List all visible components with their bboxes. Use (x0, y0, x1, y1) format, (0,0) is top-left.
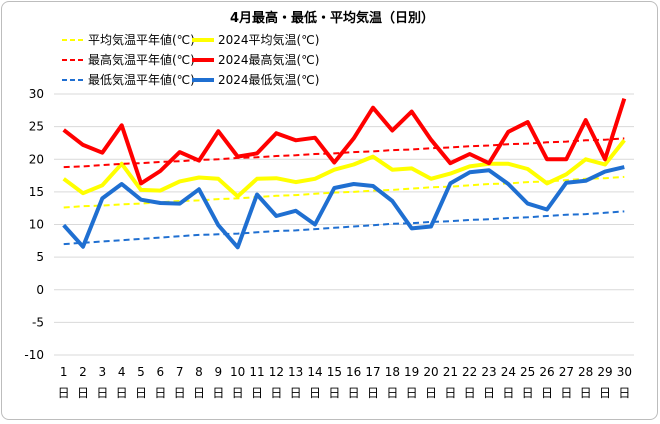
x-tick-label: 19 (404, 365, 419, 379)
x-tick-suffix: 日 (522, 386, 534, 400)
x-tick-label: 27 (559, 365, 574, 379)
x-tick-label: 28 (578, 365, 593, 379)
x-tick-label: 24 (501, 365, 516, 379)
series-line-4 (63, 210, 625, 246)
x-tick-label: 7 (176, 365, 184, 379)
x-tick-suffix: 日 (580, 386, 592, 400)
x-tick-label: 20 (423, 365, 438, 379)
x-tick-label: 5 (137, 365, 145, 379)
x-tick-suffix: 日 (77, 386, 89, 400)
x-tick-label: 1 (60, 365, 68, 379)
x-tick-label: 29 (597, 365, 612, 379)
legend: 平均気温平年値(℃) 2024平均気温(℃) 最高気温平年値(℃) 2024最高気温(… (62, 32, 319, 87)
x-tick-label: 12 (269, 365, 284, 379)
x-tick-suffix: 日 (116, 386, 128, 400)
x-tick-suffix: 日 (348, 386, 360, 400)
x-tick-suffix: 日 (290, 386, 302, 400)
legend-label: 2024最高気温(℃) (218, 52, 319, 67)
x-tick-label: 25 (520, 365, 535, 379)
y-tick-label: 25 (29, 120, 44, 134)
x-tick-suffix: 日 (328, 386, 340, 400)
y-tick-label: -5 (32, 315, 44, 329)
x-tick-label: 16 (346, 365, 361, 379)
x-tick-label: 2 (79, 365, 87, 379)
x-tick-label: 30 (617, 365, 632, 379)
x-tick-label: 15 (327, 365, 342, 379)
legend-label: 最低気温平年値(℃) (88, 72, 195, 87)
x-tick-suffix: 日 (541, 386, 553, 400)
x-tick-suffix: 日 (58, 386, 70, 400)
x-tick-label: 26 (539, 365, 554, 379)
x-tick-label: 23 (481, 365, 496, 379)
x-tick-suffix: 日 (193, 386, 205, 400)
x-tick-suffix: 日 (232, 386, 244, 400)
x-tick-label: 10 (230, 365, 245, 379)
y-tick-label: 15 (29, 185, 44, 199)
series-line-1 (62, 139, 626, 199)
x-tick-suffix: 日 (386, 386, 398, 400)
x-tick-label: 14 (307, 365, 322, 379)
y-tick-label: 0 (36, 283, 44, 297)
x-tick-suffix: 日 (502, 386, 514, 400)
x-tick-suffix: 日 (367, 386, 379, 400)
legend-label: 平均気温平年値(℃) (88, 32, 195, 47)
x-tick-label: 4 (118, 365, 126, 379)
x-tick-suffix: 日 (96, 386, 108, 400)
x-tick-suffix: 日 (309, 386, 321, 400)
legend-label: 2024平均気温(℃) (218, 32, 319, 47)
series-line-3 (62, 97, 627, 186)
x-axis-ticks: 1日2日3日4日5日6日7日8日9日10日11日12日13日14日15日16日1… (58, 365, 632, 400)
x-tick-suffix: 日 (154, 386, 166, 400)
x-tick-label: 18 (385, 365, 400, 379)
x-tick-suffix: 日 (212, 386, 224, 400)
y-tick-label: 5 (36, 250, 44, 264)
x-tick-suffix: 日 (135, 386, 147, 400)
x-tick-suffix: 日 (560, 386, 572, 400)
x-tick-suffix: 日 (174, 386, 186, 400)
x-tick-label: 9 (215, 365, 223, 379)
chart-title: 4月最高・最低・平均気温（日別） (230, 10, 434, 26)
x-tick-label: 17 (365, 365, 380, 379)
x-tick-suffix: 日 (406, 386, 418, 400)
x-tick-suffix: 日 (464, 386, 476, 400)
x-tick-suffix: 日 (599, 386, 611, 400)
x-tick-suffix: 日 (483, 386, 495, 400)
y-tick-label: 30 (29, 87, 44, 101)
y-tick-label: 20 (29, 152, 44, 166)
x-tick-suffix: 日 (251, 386, 263, 400)
legend-label: 最高気温平年値(℃) (88, 52, 195, 67)
x-tick-label: 21 (443, 365, 458, 379)
x-tick-label: 3 (99, 365, 107, 379)
y-tick-label: 10 (29, 218, 44, 232)
x-tick-suffix: 日 (270, 386, 282, 400)
x-tick-label: 13 (288, 365, 303, 379)
y-axis-ticks: -10 -5 0 5 10 15 20 25 30 (24, 87, 44, 362)
x-tick-label: 6 (157, 365, 165, 379)
grid-lines (54, 93, 634, 356)
series-line-5 (62, 165, 625, 250)
legend-label: 2024最低気温(℃) (218, 72, 319, 87)
x-tick-suffix: 日 (425, 386, 437, 400)
series-lines (62, 97, 627, 250)
x-tick-suffix: 日 (618, 386, 630, 400)
x-tick-label: 8 (195, 365, 203, 379)
x-tick-label: 22 (462, 365, 477, 379)
y-tick-label: -10 (24, 348, 44, 362)
x-tick-suffix: 日 (444, 386, 456, 400)
x-tick-label: 11 (249, 365, 264, 379)
